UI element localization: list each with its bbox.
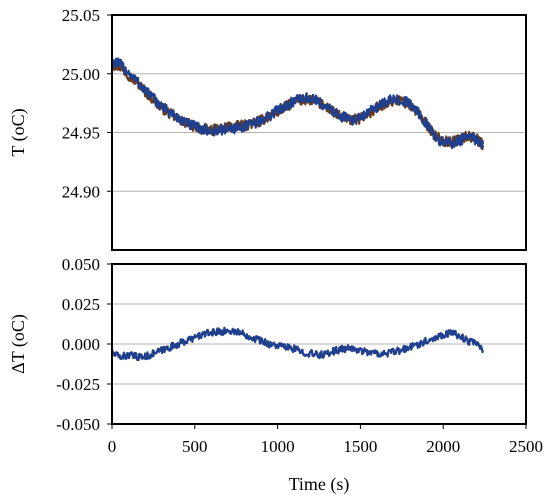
x-tick-label: 2500 <box>509 437 543 456</box>
y-tick-label: -0.025 <box>56 375 100 394</box>
temperature-y-axis-label: T (oC) <box>8 108 29 156</box>
y-tick-label: 24.95 <box>62 124 100 143</box>
series-line <box>110 57 484 150</box>
x-tick-label: 0 <box>108 437 117 456</box>
y-tick-label: 0.050 <box>62 255 100 274</box>
temperature-panel: 25.05 25.00 24.95 24.90 T (oC) <box>8 6 527 251</box>
delta-y-axis-label: ΔT (oC) <box>8 314 29 374</box>
delta-temperature-panel: 0.050 0.025 0.000 -0.025 -0.050 0 500 1000 1500… <box>8 255 543 495</box>
x-tick-label: 1500 <box>343 437 377 456</box>
series-line <box>110 326 484 362</box>
x-tick-label: 500 <box>182 437 208 456</box>
y-tick-label: 0.000 <box>62 335 100 354</box>
y-tick-label: -0.050 <box>56 415 100 434</box>
y-tick-label: 24.90 <box>62 182 100 201</box>
series-line <box>110 60 484 151</box>
x-tick-label: 2000 <box>426 437 460 456</box>
y-tick-label: 25.05 <box>62 6 100 25</box>
y-tick-label: 0.025 <box>62 295 100 314</box>
x-axis-label: Time (s) <box>289 474 350 495</box>
y-tick-label: 25.00 <box>62 65 100 84</box>
x-tick-label: 1000 <box>261 437 295 456</box>
